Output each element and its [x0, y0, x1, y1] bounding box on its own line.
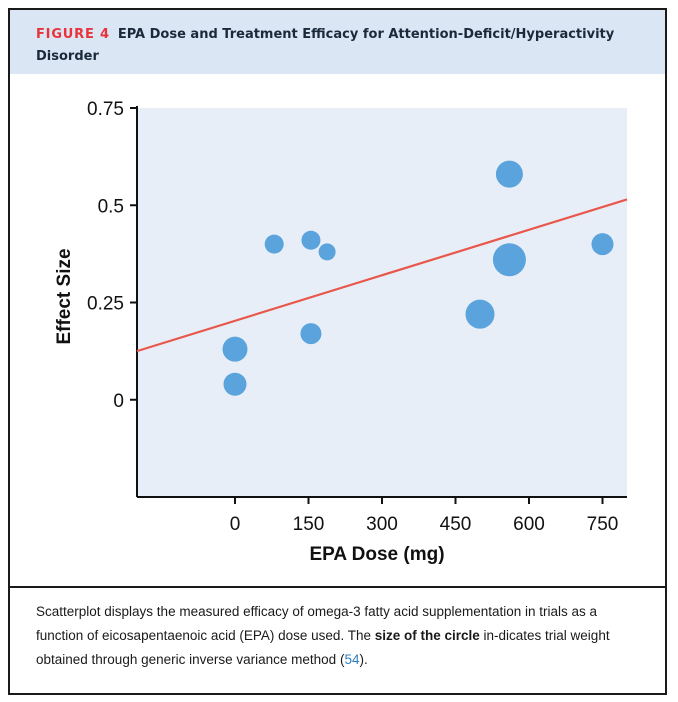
x-tick-label: 750 [587, 514, 619, 535]
data-point [223, 372, 247, 396]
x-tick-label: 0 [230, 514, 241, 535]
data-point [264, 234, 284, 254]
figure-caption: Scatterplot displays the measured effica… [36, 600, 636, 672]
caption-text-3: ). [359, 652, 368, 667]
data-point [222, 336, 248, 362]
caption-bold: size of the circle [374, 628, 480, 643]
caption-text-1: Scatterplot displays the measured effica… [36, 604, 598, 643]
plot-background [137, 108, 627, 497]
y-tick-label: 0.75 [87, 99, 124, 120]
data-point [465, 299, 495, 329]
data-point [300, 323, 322, 345]
caption-divider [10, 586, 665, 588]
figure-label: FIGURE 4 [36, 27, 110, 42]
data-point [318, 243, 336, 261]
scatter-chart: 0 0.25 0.5 0.75 0 150 300 450 600 750 EPA Dose (mg… [54, 99, 628, 565]
x-tick-label: 600 [513, 514, 545, 535]
reference-link[interactable]: 54 [344, 652, 360, 667]
figure-frame: FIGURE 4 EPA Dose and Treatment Efficacy … [8, 8, 667, 695]
y-tick-label: 0.25 [87, 294, 124, 315]
data-point [591, 233, 614, 256]
x-axis-title: EPA Dose (mg) [309, 544, 444, 565]
x-tick-label: 150 [293, 514, 325, 535]
data-point [495, 160, 523, 188]
y-axis-title: Effect Size [54, 248, 75, 344]
x-tick-label: 300 [366, 514, 398, 535]
data-point [492, 243, 526, 277]
figure-header: FIGURE 4 EPA Dose and Treatment Efficacy … [10, 10, 665, 74]
data-point [301, 230, 321, 250]
caption-text-2: in-dicates trial weight obtained through… [36, 628, 610, 667]
x-tick-label: 450 [440, 514, 472, 535]
y-tick-label: 0 [113, 391, 124, 412]
trend-line [136, 198, 628, 353]
figure-title: EPA Dose and Treatment Efficacy for Atte… [36, 27, 615, 64]
chart-area: 0 0.25 0.5 0.75 0 150 300 450 600 750 EPA Dose (mg… [10, 74, 665, 584]
y-tick-label: 0.5 [98, 196, 124, 217]
